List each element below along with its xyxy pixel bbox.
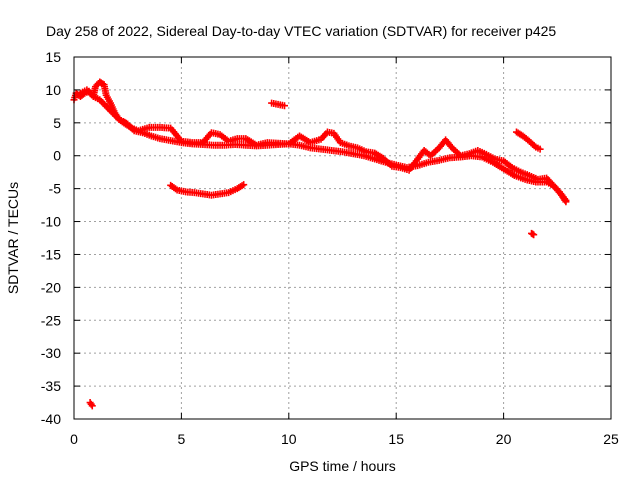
x-tick-label: 25 <box>603 431 619 447</box>
x-tick-label: 15 <box>388 431 404 447</box>
series-late-segment <box>512 128 544 153</box>
y-tick-label: -30 <box>41 345 61 361</box>
axis-ticks: 0 5 10 15 20 25 15 10 5 0 -5 -10 -15 -20 -25 -30 -35 -40 <box>41 49 619 447</box>
plot-frame <box>73 56 612 420</box>
series-outlier-low <box>528 229 538 239</box>
data-point <box>88 402 96 410</box>
data-point <box>562 198 570 206</box>
y-tick-label: 10 <box>45 82 61 98</box>
y-tick-label: -25 <box>41 312 61 328</box>
x-axis-label: GPS time / hours <box>289 458 396 474</box>
x-tick-label: 20 <box>496 431 512 447</box>
y-tick-label: 15 <box>45 49 61 65</box>
y-tick-label: -35 <box>41 378 61 394</box>
y-axis-label: SDTVAR / TECUs <box>5 182 21 294</box>
data-point <box>536 145 544 153</box>
x-tick-label: 5 <box>178 431 186 447</box>
y-tick-label: 5 <box>53 115 61 131</box>
y-tick-label: -10 <box>41 214 61 230</box>
y-tick-label: -20 <box>41 279 61 295</box>
data-points <box>70 78 570 410</box>
y-tick-label: -40 <box>41 411 61 427</box>
series-upper-track <box>76 86 570 206</box>
data-point <box>530 231 538 239</box>
y-tick-label: -5 <box>49 181 62 197</box>
grid-lines <box>74 57 611 419</box>
data-point <box>87 400 95 408</box>
data-point <box>281 102 289 110</box>
data-point <box>240 181 248 189</box>
y-tick-label: 0 <box>53 148 61 164</box>
series-outlier-extreme <box>86 399 96 410</box>
x-tick-label: 0 <box>70 431 78 447</box>
chart-title: Day 258 of 2022, Sidereal Day-to-day VTE… <box>46 23 556 39</box>
series-spike-segment <box>268 99 289 110</box>
x-tick-label: 10 <box>281 431 297 447</box>
series-dip-segment <box>167 181 248 199</box>
y-tick-label: -15 <box>41 246 61 262</box>
